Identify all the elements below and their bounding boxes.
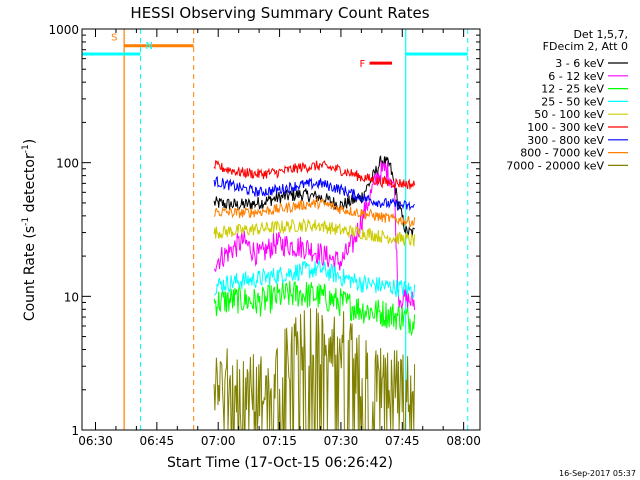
- annotation-label-F: F: [360, 59, 366, 70]
- series-line-50-100: [213, 218, 416, 248]
- chart-title: HESSI Observing Summary Count Rates: [130, 4, 429, 22]
- x-tick-label: 07:45: [385, 434, 420, 448]
- annotation-label-S: S: [111, 33, 117, 44]
- y-axis-label-mid: detector: [22, 153, 38, 217]
- series-line-6-12: [213, 161, 416, 311]
- x-tick-label: 08:00: [446, 434, 481, 448]
- y-axis-label-exp1: -1: [21, 217, 31, 226]
- data-series: [213, 155, 416, 431]
- x-tick-label: 06:45: [140, 434, 175, 448]
- series-line-800-7000: [213, 196, 416, 228]
- legend-label-7000-20000: 7000 - 20000 keV: [506, 159, 604, 172]
- series-line-12-25: [213, 280, 416, 337]
- x-axis-label: Start Time (17-Oct-15 06:26:42): [167, 455, 393, 471]
- legend-label-6-12: 6 - 12 keV: [548, 70, 604, 83]
- y-tick-label: 1: [71, 424, 79, 438]
- annotation-label-N: N: [145, 41, 152, 52]
- series-line-25-50: [213, 259, 416, 299]
- y-axis-label-main: Count Rate (s: [22, 226, 38, 321]
- legend-label-50-100: 50 - 100 keV: [534, 108, 604, 121]
- legend-label-3-6: 3 - 6 keV: [555, 57, 604, 70]
- legend-header-line: FDecim 2, Att 0: [543, 40, 628, 53]
- y-axis-label-end: ): [22, 139, 38, 144]
- observing-annotations: S N F: [82, 29, 469, 430]
- series-line-7000-20000: [213, 308, 416, 431]
- plot-frame: [81, 28, 481, 431]
- series-line-100-300: [213, 159, 416, 190]
- footer-timestamp: 16-Sep-2017 05:37: [559, 469, 636, 478]
- y-axis-label-exp2: -1: [21, 144, 31, 153]
- x-tick-label: 07:15: [262, 434, 297, 448]
- x-tick-label: 07:30: [324, 434, 359, 448]
- x-tick-label: 07:00: [201, 434, 236, 448]
- y-axis: 1 10 100 1000: [48, 23, 480, 438]
- y-tick-label: 10: [64, 290, 79, 304]
- legend-header-line: Det 1,5,7,: [573, 28, 628, 41]
- y-axis-label: Count Rate (s-1 detector-1): [21, 139, 38, 321]
- legend-label-300-800: 300 - 800 keV: [527, 134, 604, 147]
- x-axis: 06:30 06:45 07:00 07:15 07:30 07:45 08:00: [78, 29, 481, 448]
- legend-label-800-7000: 800 - 7000 keV: [520, 147, 604, 160]
- series-line-300-800: [213, 176, 415, 212]
- x-tick-label: 06:30: [78, 434, 113, 448]
- legend-label-12-25: 12 - 25 keV: [541, 83, 604, 96]
- legend-label-25-50: 25 - 50 keV: [541, 95, 604, 108]
- y-tick-label: 1000: [48, 23, 79, 37]
- y-tick-label: 100: [56, 157, 79, 171]
- legend-label-100-300: 100 - 300 keV: [527, 121, 604, 134]
